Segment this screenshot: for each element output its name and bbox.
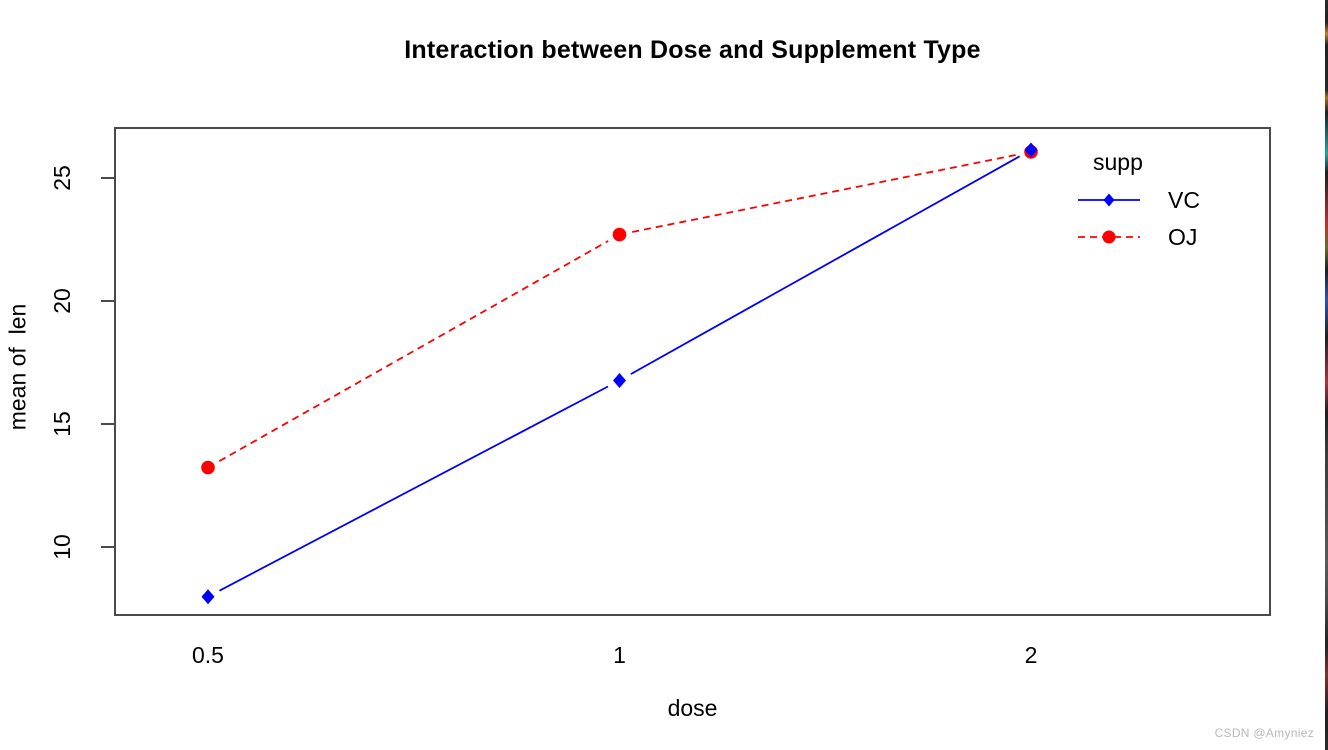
legend-label-oj: OJ — [1168, 223, 1198, 250]
svg-text:0.5: 0.5 — [192, 642, 224, 668]
oj-line-sample-icon — [1078, 230, 1140, 244]
svg-text:15: 15 — [49, 411, 75, 437]
legend-item-vc: VC — [1076, 187, 1226, 213]
svg-text:10: 10 — [49, 534, 75, 560]
watermark: CSDN @Amyniez — [1214, 726, 1314, 740]
legend-label-vc: VC — [1168, 186, 1200, 213]
svg-text:20: 20 — [49, 288, 75, 314]
legend-item-oj: OJ — [1076, 224, 1226, 250]
svg-text:25: 25 — [49, 165, 75, 191]
x-axis-title: dose — [667, 695, 718, 721]
y-axis-title: mean of len — [4, 303, 31, 431]
legend: supp VC OJ — [1076, 148, 1226, 250]
legend-title: supp — [1093, 149, 1143, 175]
chart-title: Interaction between Dose and Supplement … — [404, 36, 981, 64]
vc-line-sample-icon — [1078, 193, 1140, 207]
svg-text:2: 2 — [1025, 642, 1038, 668]
svg-text:1: 1 — [613, 642, 626, 668]
screen-edge-artifact — [1325, 0, 1328, 750]
